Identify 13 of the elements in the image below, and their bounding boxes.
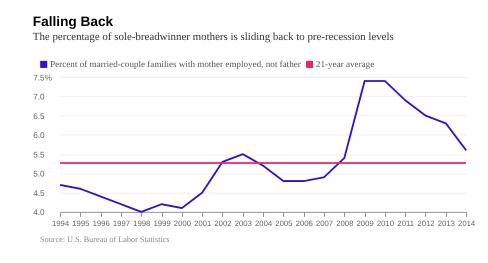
y-tick-label: 7.5% (33, 73, 52, 82)
y-tick-label: 4.5 (33, 188, 46, 198)
legend-label: Percent of married-couple families with mother employed, not father (50, 59, 301, 70)
source-note: Source: U.S. Bureau of Labor Statistics (40, 234, 170, 244)
y-tick-label: 6.5 (33, 112, 46, 121)
y-tick-label: 5.5 (33, 150, 46, 160)
legend-label: 21-year average (316, 59, 374, 70)
chart-title: Falling Back (32, 14, 114, 30)
chart-subtitle: The percentage of sole-breadwinner mothers is sliding back to pre-recession levels (32, 30, 394, 43)
y-tick-label: 4.0 (33, 208, 46, 218)
y-tick-label: 7.0 (33, 92, 46, 102)
y-tick-label: 6.0 (33, 131, 46, 140)
y-tick-label: 5.0 (33, 170, 46, 179)
